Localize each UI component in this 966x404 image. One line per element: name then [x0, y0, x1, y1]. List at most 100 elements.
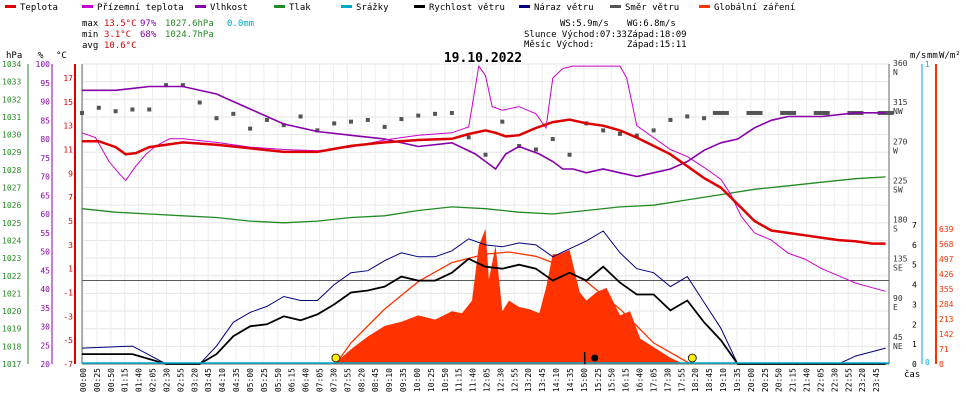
pressure-line: [81, 176, 886, 224]
hpa-tick-label: 1023: [2, 254, 21, 263]
dir-name-label: SW: [893, 185, 903, 194]
wind-dir-mark: [433, 111, 438, 116]
legend-label: Přízemní teplota: [97, 3, 184, 13]
c-tick-label: 15: [63, 98, 73, 107]
wind-dir-mark: [197, 100, 202, 105]
time-tick-label: 05:00: [246, 368, 255, 392]
wind-dir-mark: [298, 114, 303, 119]
hpa-tick-label: 1032: [2, 95, 21, 104]
legend-swatch: [699, 5, 710, 8]
mm-tick-label: 1: [925, 60, 930, 69]
dir-tick-label: 45: [893, 333, 903, 342]
info-sun-set: Západ:18:09: [627, 30, 687, 40]
legend-label: Rychlost větru: [429, 3, 505, 13]
wind-dir-mark: [702, 116, 707, 121]
wind-dir-mark: [712, 110, 729, 115]
wind-dir-mark: [449, 110, 454, 115]
sunset-marker: [687, 353, 697, 363]
pct-tick-label: 20: [40, 360, 50, 369]
hpa-tick-label: 1028: [2, 166, 21, 175]
dir-name-label: NW: [893, 107, 903, 116]
legend-swatch: [5, 5, 16, 8]
legend-label: Globální záření: [714, 3, 795, 13]
time-tick-label: 20:25: [761, 368, 770, 392]
ms-tick-label: 5: [912, 261, 917, 270]
time-tick-label: 15:00: [580, 368, 589, 392]
ms-axis-title: m/s: [910, 51, 926, 61]
legend: Teplota Přízemní teplota Vlhkost Tlak Srážky…: [5, 3, 795, 13]
legend-swatch: [414, 5, 425, 8]
legend-swatch: [341, 5, 352, 8]
ms-tick-label: 0: [912, 360, 917, 369]
time-tick-label: 22:05: [816, 368, 825, 392]
hpa-tick-label: 1026: [2, 201, 21, 210]
dir-tick-label: 135: [893, 255, 908, 264]
dir-tick-label: 90: [893, 294, 903, 303]
wind-dir-mark: [483, 152, 488, 157]
wind-dir-mark: [466, 135, 471, 140]
time-tick-label: 19:35: [733, 368, 742, 392]
c-tick-label: 5: [68, 217, 73, 226]
wind-dir-mark: [147, 107, 152, 112]
info-moon-rise: Měsíc Východ:: [524, 40, 594, 50]
pct-tick-label: 100: [36, 60, 51, 69]
pct-tick-label: 90: [40, 98, 50, 107]
stat-min-press: 1024.7hPa: [165, 30, 214, 40]
time-tick-label: 05:50: [274, 368, 283, 392]
wind-dir-mark: [180, 83, 185, 88]
time-tick-label: 02:30: [162, 368, 171, 392]
stat-min-temp: 3.1°C: [104, 30, 131, 40]
legend-swatch: [519, 5, 530, 8]
time-tick-label: 07:05: [316, 368, 325, 392]
info-ws: WS:5.9m/s: [560, 19, 609, 29]
ms-tick-label: 6: [912, 241, 917, 250]
dir-name-label: NE: [893, 342, 903, 351]
hpa-tick-label: 1018: [2, 342, 21, 351]
wind-dir-mark: [500, 119, 505, 124]
time-tick-label: 17:30: [663, 368, 672, 392]
pct-tick-label: 45: [40, 266, 50, 275]
hpa-tick-label: 1029: [2, 148, 21, 157]
wind-dir-mark: [668, 117, 673, 122]
time-tick-label: 05:25: [260, 368, 269, 392]
pct-tick-label: 70: [40, 173, 50, 182]
wind-dir-mark: [113, 109, 118, 114]
info-sun-rise: Slunce Východ:07:33: [524, 30, 627, 40]
time-tick-label: 15:50: [608, 368, 617, 392]
stat-precip: 0.0mm: [227, 19, 254, 29]
pct-tick-label: 65: [40, 191, 50, 200]
time-tick-label: 04:35: [232, 368, 241, 392]
c-tick-label: 9: [68, 169, 73, 178]
wm-tick-label: 213: [939, 315, 954, 324]
hpa-tick-label: 1024: [2, 236, 21, 245]
wm-tick-label: 71: [939, 345, 949, 354]
time-tick-label: 07:55: [343, 368, 352, 392]
wind-dir-mark: [651, 128, 656, 133]
time-tick-label: 02:05: [149, 368, 158, 392]
wind-dir-mark: [231, 111, 236, 116]
time-tick-label: 01:15: [121, 368, 130, 392]
temperature-line: [82, 118, 886, 245]
time-tick-label: 08:45: [371, 368, 380, 392]
wind-dir-mark: [80, 110, 84, 115]
time-tick-label: 21:40: [803, 368, 812, 392]
wind-dir-mark: [382, 124, 387, 129]
time-tick-label: 10:25: [427, 368, 436, 392]
time-tick-label: 03:20: [190, 368, 199, 392]
dir-tick-label: 270: [893, 137, 908, 146]
time-tick-label: 22:55: [844, 368, 853, 392]
wind-dir-mark: [550, 137, 555, 142]
wind-dir-mark: [365, 117, 370, 122]
time-tick-label: 09:35: [399, 368, 408, 392]
c-tick-label: 3: [68, 241, 73, 250]
time-tick-label: 15:25: [594, 368, 603, 392]
hpa-tick-label: 1030: [2, 131, 21, 140]
time-tick-label: 18:20: [691, 368, 700, 392]
pct-tick-label: 95: [40, 79, 50, 88]
wind-gust-line: [81, 230, 886, 365]
stats-block: max 13.5°C 97% 1027.6hPa 0.0mm min 3.1°C…: [82, 19, 254, 51]
hpa-tick-label: 1027: [2, 184, 21, 193]
dir-name-label: SE: [893, 264, 903, 273]
wind-dir-mark: [164, 83, 169, 88]
pct-tick-label: 85: [40, 116, 50, 125]
